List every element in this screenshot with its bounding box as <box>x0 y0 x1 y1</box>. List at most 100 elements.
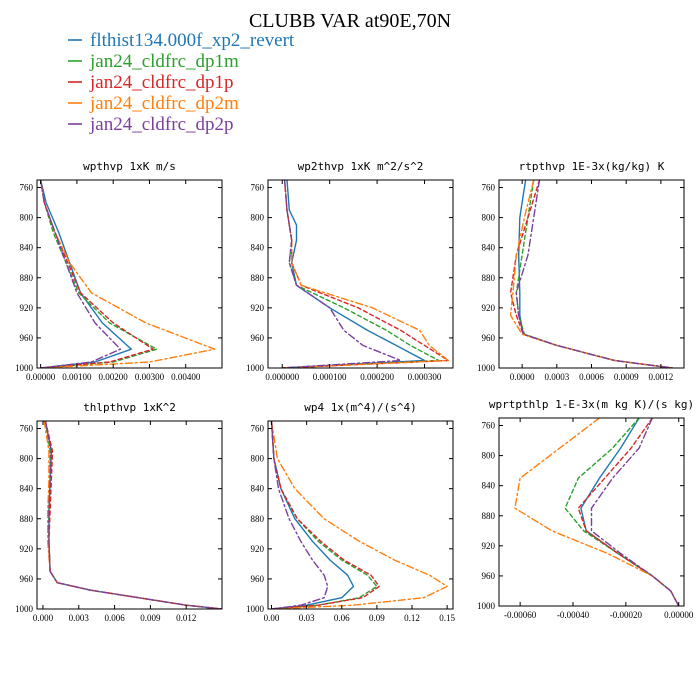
legend-item: jan24_cldfrc_dp1m <box>68 51 239 72</box>
x-tick-label: 0.12 <box>404 613 420 623</box>
panel: wpthvp 1xK m/s76080084088092096010000.00… <box>15 160 223 382</box>
series-line <box>44 421 222 609</box>
y-tick-label: 920 <box>482 303 496 313</box>
x-tick-label: 0.000100 <box>313 372 347 382</box>
y-tick-label: 1000 <box>477 363 496 373</box>
x-tick-label: 0.000 <box>33 613 54 623</box>
panel-title: wp4 1x(m^4)/(s^4) <box>304 401 417 414</box>
y-tick-label: 1000 <box>246 363 265 373</box>
y-tick-label: 880 <box>482 511 496 521</box>
x-tick-label: -0.00060 <box>504 610 537 620</box>
x-tick-label: 0.009 <box>140 613 161 623</box>
y-tick-label: 1000 <box>246 604 265 614</box>
series-line <box>44 421 222 609</box>
series-line <box>39 180 158 368</box>
y-tick-label: 760 <box>251 424 265 434</box>
series-line <box>509 180 674 368</box>
y-tick-label: 800 <box>20 454 34 464</box>
x-tick-label: 0.000300 <box>408 372 442 382</box>
panel-title: wp2thvp 1xK m^2/s^2 <box>298 160 424 173</box>
legend-label: jan24_cldfrc_dp2p <box>89 114 234 135</box>
y-tick-label: 760 <box>20 183 34 193</box>
series-group <box>514 418 680 606</box>
y-tick-label: 880 <box>20 273 34 283</box>
y-tick-label: 920 <box>251 303 265 313</box>
y-tick-label: 960 <box>251 574 265 584</box>
y-tick-label: 920 <box>20 303 34 313</box>
y-tick-label: 960 <box>482 571 496 581</box>
x-tick-label: 0.00400 <box>171 372 201 382</box>
series-line <box>44 421 222 609</box>
y-tick-label: 840 <box>482 481 496 491</box>
y-tick-label: 960 <box>20 574 34 584</box>
x-tick-label: 0.00300 <box>135 372 165 382</box>
series-line <box>509 180 674 368</box>
series-group <box>281 180 449 368</box>
series-line <box>281 180 426 368</box>
y-tick-label: 760 <box>251 183 265 193</box>
series-line <box>281 180 449 368</box>
y-tick-label: 920 <box>482 541 496 551</box>
series-line <box>270 421 380 609</box>
legend-item: jan24_cldfrc_dp2p <box>68 114 234 135</box>
series-line <box>39 180 154 368</box>
x-tick-label: 0.03 <box>299 613 315 623</box>
series-line <box>514 418 680 606</box>
panel-title: rtpthvp 1E-3x(kg/kg) K <box>519 160 665 173</box>
series-line <box>39 180 122 368</box>
x-tick-label: 0.00000 <box>664 610 694 620</box>
plot-frame <box>498 417 685 607</box>
plot-frame <box>36 420 223 610</box>
panels: wpthvp 1xK m/s76080084088092096010000.00… <box>15 160 694 623</box>
series-line <box>580 418 680 606</box>
legend-label: jan24_cldfrc_dp2m <box>89 93 239 114</box>
y-tick-label: 1000 <box>15 604 34 614</box>
x-tick-label: 0.0000 <box>510 372 535 382</box>
series-line <box>515 180 674 368</box>
series-line <box>39 180 133 368</box>
legend-item: jan24_cldfrc_dp2m <box>68 93 239 114</box>
y-tick-label: 800 <box>482 213 496 223</box>
y-tick-label: 960 <box>482 333 496 343</box>
x-tick-label: 0.0006 <box>579 372 604 382</box>
plot-frame <box>267 179 454 369</box>
x-tick-label: 0.0003 <box>544 372 569 382</box>
y-tick-label: 800 <box>20 213 34 223</box>
series-line <box>281 180 449 368</box>
series-group <box>270 421 448 609</box>
panel-title: thlpthvp 1xK^2 <box>83 401 176 414</box>
y-tick-label: 800 <box>251 454 265 464</box>
y-tick-label: 840 <box>251 484 265 494</box>
x-tick-label: 0.012 <box>176 613 196 623</box>
x-tick-label: 0.0009 <box>614 372 639 382</box>
series-line <box>281 180 402 368</box>
panel-title: wprtpthlp 1-E-3x(m kg K)/(s kg) <box>489 398 694 411</box>
y-tick-label: 840 <box>20 243 34 253</box>
y-tick-label: 840 <box>251 243 265 253</box>
series-group <box>43 421 222 609</box>
y-tick-label: 760 <box>20 424 34 434</box>
series-line <box>590 418 680 606</box>
y-tick-label: 760 <box>482 421 496 431</box>
x-tick-label: 0.00200 <box>99 372 129 382</box>
x-tick-label: 0.000000 <box>265 372 299 382</box>
legend: flthist134.000f_xp2_revertjan24_cldfrc_d… <box>68 30 295 135</box>
x-tick-label: 0.0012 <box>649 372 674 382</box>
legend-label: jan24_cldfrc_dp1p <box>89 72 234 93</box>
plot-frame <box>498 179 685 369</box>
series-line <box>270 421 355 609</box>
y-tick-label: 880 <box>482 273 496 283</box>
y-tick-label: 760 <box>482 183 496 193</box>
x-tick-label: -0.00040 <box>557 610 590 620</box>
x-tick-label: 0.09 <box>369 613 385 623</box>
y-tick-label: 880 <box>251 514 265 524</box>
series-line <box>43 421 222 609</box>
panel-title: wpthvp 1xK m/s <box>83 160 176 173</box>
y-tick-label: 1000 <box>15 363 34 373</box>
x-tick-label: 0.00100 <box>62 372 92 382</box>
legend-label: jan24_cldfrc_dp1m <box>89 51 239 72</box>
y-tick-label: 1000 <box>477 601 496 611</box>
x-tick-label: 0.006 <box>104 613 125 623</box>
x-tick-label: 0.15 <box>439 613 455 623</box>
y-tick-label: 880 <box>20 514 34 524</box>
